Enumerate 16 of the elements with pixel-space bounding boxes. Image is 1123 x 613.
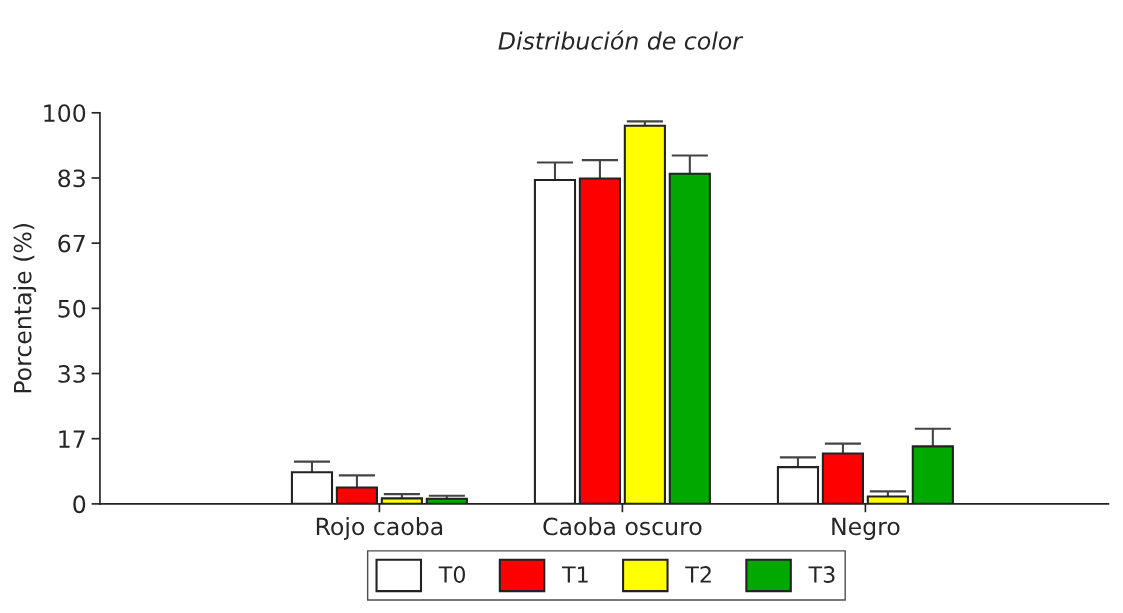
y-tick-label: 83 (58, 169, 85, 188)
y-tick-label: 100 (44, 104, 86, 123)
y-tick-label: 67 (58, 234, 85, 253)
legend-label: T1 (561, 566, 588, 583)
x-tick-label: Rojo caoba (316, 517, 443, 540)
x-tick-label: Negro (832, 517, 900, 540)
y-tick-label: 33 (58, 364, 85, 383)
legend-label: T2 (685, 566, 711, 583)
y-tick-label: 0 (73, 495, 86, 514)
y-tick-label: 17 (59, 430, 85, 448)
y-axis-title: Porcentaje (%) (13, 224, 37, 393)
legend-label: T0 (438, 566, 466, 583)
chart-title: Distribución de color (498, 30, 744, 50)
y-tick-label: 50 (58, 299, 86, 318)
x-tick-label: Caoba oscuro (543, 517, 702, 536)
legend-label: T3 (808, 566, 835, 583)
